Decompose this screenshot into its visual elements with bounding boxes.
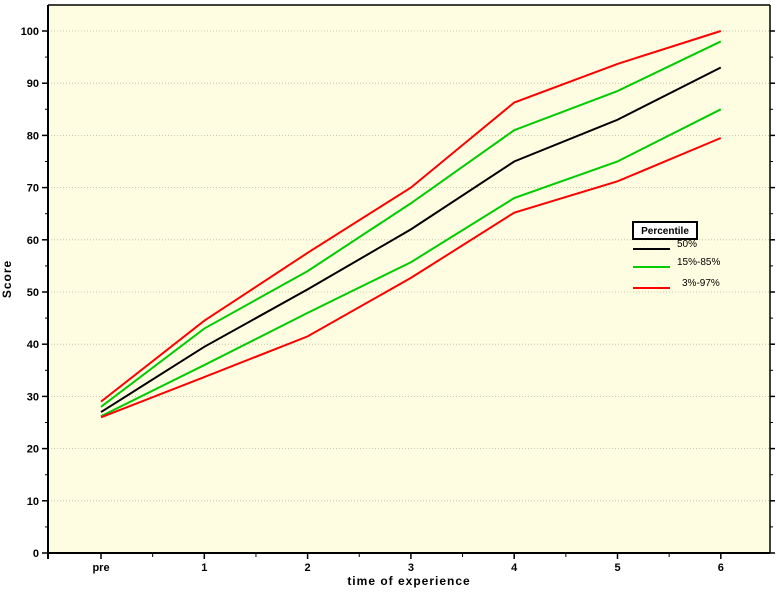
legend-label: 15%-85% bbox=[677, 257, 720, 268]
x-tick-label: 3 bbox=[408, 562, 414, 574]
series-lines bbox=[100, 30, 722, 419]
legend-label: 50% bbox=[677, 239, 697, 250]
y-tick-label: 80 bbox=[27, 130, 39, 142]
x-tick-label: 6 bbox=[718, 562, 724, 574]
x-tick-label: 5 bbox=[614, 562, 620, 574]
axes: 0 10 20 30 40 50 60 70 80 90 100 pre 1 2 3 4 5 6 bbox=[21, 4, 775, 574]
legend-title: Percentile bbox=[641, 226, 689, 237]
y-tick-label: 40 bbox=[27, 339, 39, 351]
series-line bbox=[100, 137, 722, 419]
legend-label: 3%-97% bbox=[682, 278, 720, 289]
legend: Percentile 50% 15%-85% 3%-97% bbox=[632, 221, 720, 289]
grid-lines bbox=[48, 30, 770, 502]
series-line bbox=[100, 30, 722, 403]
y-tick-label: 60 bbox=[27, 235, 39, 247]
x-tick-label: 2 bbox=[305, 562, 311, 574]
y-tick-label: 50 bbox=[27, 287, 39, 299]
series-line bbox=[100, 40, 722, 408]
legend-title-box bbox=[632, 221, 698, 240]
y-tick-label: 70 bbox=[27, 183, 39, 195]
y-tick-label: 0 bbox=[33, 548, 39, 560]
y-tick-label: 20 bbox=[27, 444, 39, 456]
y-tick-label: 30 bbox=[27, 391, 39, 403]
x-tick-label: 4 bbox=[511, 562, 518, 574]
series-line bbox=[100, 108, 722, 418]
series-line bbox=[100, 66, 722, 413]
y-tick-label: 10 bbox=[27, 496, 39, 508]
x-tick-label: pre bbox=[92, 562, 109, 574]
y-axis-title: Score bbox=[0, 260, 14, 298]
y-tick-label: 90 bbox=[27, 78, 39, 90]
x-axis-title: time of experience bbox=[347, 574, 470, 588]
x-tick-label: 1 bbox=[201, 562, 207, 574]
y-tick-label: 100 bbox=[21, 26, 39, 38]
